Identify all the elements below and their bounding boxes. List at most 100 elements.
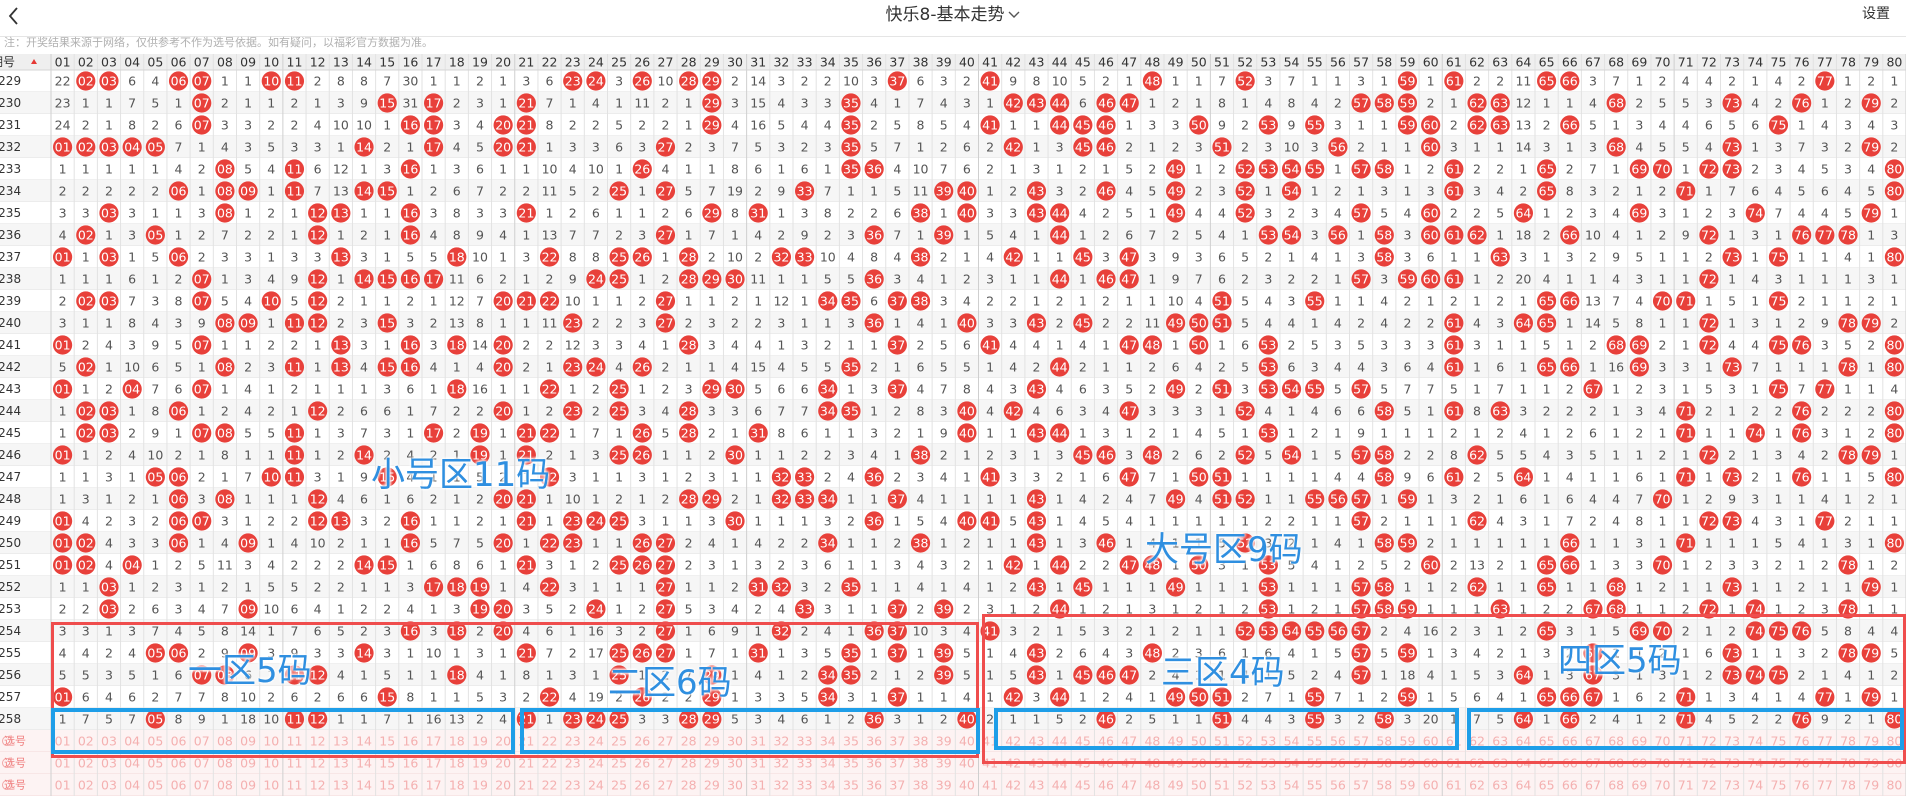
omission: 7 [151, 382, 159, 397]
hit-number: 22 [542, 536, 558, 551]
omission: 1 [1264, 184, 1272, 199]
omission: 1 [1682, 316, 1690, 331]
omission: 7 [1728, 184, 1736, 199]
hit-number: 06 [171, 184, 187, 199]
hit-ball [354, 269, 374, 289]
hit-ball [748, 423, 768, 443]
omission: 1 [105, 492, 113, 507]
omission: 3 [847, 316, 855, 331]
omission: 3 [1844, 162, 1852, 177]
hit-ball [377, 313, 397, 333]
omission: 2 [824, 580, 832, 595]
hit-number: 73 [1724, 580, 1740, 595]
hit-number: 66 [1562, 228, 1578, 243]
hit-ball [1305, 379, 1325, 399]
select-number: 17 [426, 778, 442, 793]
hit-ball [1884, 423, 1905, 443]
hit-number: 60 [1423, 558, 1439, 573]
omission: 12 [1515, 96, 1531, 111]
page-title[interactable]: 快乐8-基本走势 [0, 0, 1906, 32]
hit-ball [1050, 423, 1070, 443]
omission: 4 [267, 162, 275, 177]
omission: 1 [1612, 470, 1620, 485]
hit-number: 16 [402, 228, 418, 243]
hit-number: 45 [1075, 140, 1091, 155]
omission: 1 [1867, 382, 1875, 397]
omission: 3 [244, 118, 252, 133]
hit-number: 43 [1029, 426, 1045, 441]
omission: 1 [777, 514, 785, 529]
select-number: 30 [727, 778, 743, 793]
omission: 1 [1473, 382, 1481, 397]
hit-number: 25 [611, 558, 627, 573]
hit-ball [52, 445, 73, 465]
omission: 1 [337, 382, 345, 397]
omission: 2 [499, 184, 507, 199]
omission: 3 [1264, 140, 1272, 155]
omission: 7 [1612, 74, 1620, 89]
hit-ball [99, 291, 119, 311]
omission: 3 [1867, 272, 1875, 287]
omission: 3 [59, 316, 67, 331]
column-header: 59 [1400, 55, 1416, 70]
hit-ball [1884, 181, 1905, 201]
hit-number: 54 [1284, 448, 1300, 463]
omission: 4 [1357, 470, 1365, 485]
select-number: 62 [1469, 778, 1485, 793]
omission: 3 [685, 382, 693, 397]
omission: 2 [824, 470, 832, 485]
hit-ball [1258, 335, 1278, 355]
omission: 1 [824, 162, 832, 177]
omission: 8 [569, 250, 577, 265]
omission: 1 [893, 360, 901, 375]
omission: 1 [847, 338, 855, 353]
omission: 3 [1195, 404, 1203, 419]
omission: 5 [1774, 536, 1782, 551]
hit-number: 27 [658, 558, 674, 573]
hit-number: 11 [287, 426, 303, 441]
omission: 6 [754, 404, 762, 419]
hit-ball [1467, 225, 1487, 245]
omission: 1 [592, 470, 600, 485]
omission: 1 [1519, 162, 1527, 177]
omission: 2 [1172, 96, 1180, 111]
omission: 3 [1311, 228, 1319, 243]
hit-number: 73 [1724, 514, 1740, 529]
omission: 3 [476, 96, 484, 111]
omission: 1 [267, 184, 275, 199]
hit-ball [168, 181, 189, 201]
omission: 5 [1728, 118, 1736, 133]
omission: 2 [105, 382, 113, 397]
hit-ball [1745, 203, 1765, 223]
column-header: 32 [773, 55, 789, 70]
row-bg [0, 246, 1906, 268]
omission: 1 [383, 580, 391, 595]
omission: 2 [1890, 140, 1898, 155]
omission: 1 [175, 426, 183, 441]
omission: 4 [893, 250, 901, 265]
omission: 1 [1380, 74, 1388, 89]
hit-ball [1073, 137, 1093, 157]
zone-box [51, 708, 515, 754]
omission: 9 [1728, 492, 1736, 507]
hit-ball [1281, 379, 1302, 399]
omission: 1 [1125, 294, 1133, 309]
omission: 2 [1403, 558, 1411, 573]
settings-button[interactable]: 设置 [1862, 6, 1890, 22]
omission: 4 [1125, 492, 1133, 507]
omission: 5 [1380, 206, 1388, 221]
hit-ball [76, 357, 96, 377]
omission: 2 [893, 470, 901, 485]
omission: 1 [1334, 250, 1342, 265]
hit-ball [1490, 247, 1510, 267]
omission: 1 [1056, 250, 1064, 265]
hit-ball [1026, 423, 1047, 443]
column-header: 01 [55, 55, 71, 70]
hit-number: 61 [1446, 184, 1462, 199]
back-button[interactable] [6, 4, 22, 28]
omission: 5 [1728, 294, 1736, 309]
hit-number: 57 [1353, 514, 1369, 529]
omission: 3 [1751, 492, 1759, 507]
omission: 2 [244, 228, 252, 243]
